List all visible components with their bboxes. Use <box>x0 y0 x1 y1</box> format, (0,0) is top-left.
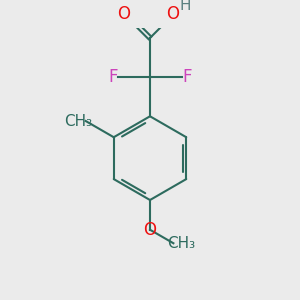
Text: F: F <box>108 68 118 86</box>
Text: F: F <box>182 68 192 86</box>
Text: CH₃: CH₃ <box>64 113 92 128</box>
Text: O: O <box>143 221 157 239</box>
Text: H: H <box>179 0 191 13</box>
Text: CH₃: CH₃ <box>167 236 196 251</box>
Text: O: O <box>167 5 179 23</box>
Text: O: O <box>117 5 130 23</box>
